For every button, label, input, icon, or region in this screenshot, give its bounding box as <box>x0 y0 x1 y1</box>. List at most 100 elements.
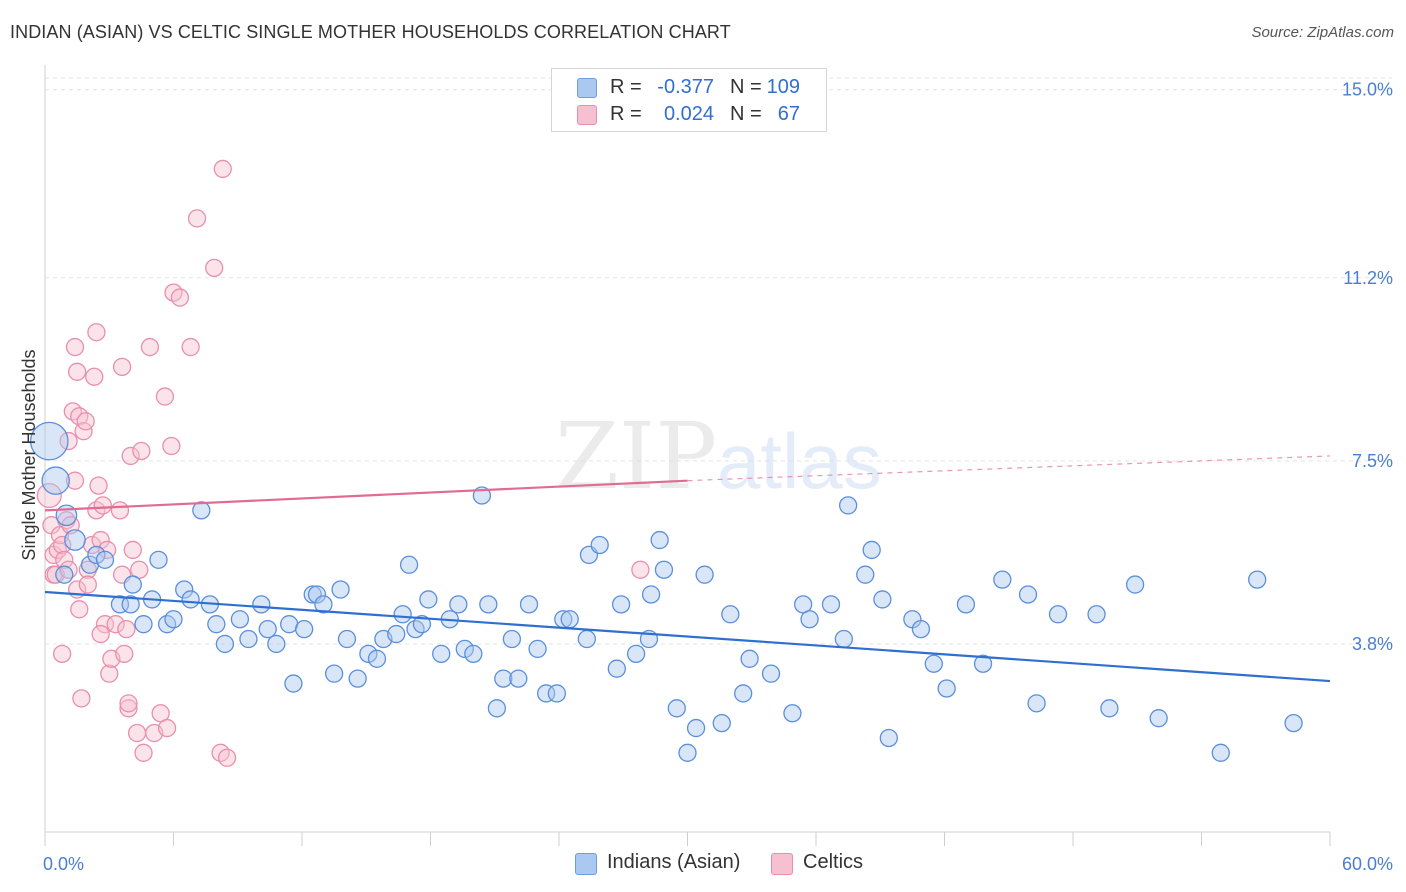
y-tick-label: 11.2% <box>1343 268 1393 288</box>
data-point <box>1018 585 1038 604</box>
data-point <box>127 723 147 743</box>
data-point <box>78 575 97 594</box>
data-point <box>956 595 976 614</box>
series-legend: Indians (Asian) Celtics <box>0 851 1406 877</box>
legend-row-indians: R = -0.377 N = 109 <box>552 74 826 100</box>
legend-label-celtics: Celtics <box>803 851 864 873</box>
data-point <box>65 337 85 357</box>
trend-line-indians <box>44 590 1331 683</box>
data-point <box>487 699 507 718</box>
data-point <box>734 684 753 703</box>
data-point <box>239 629 258 649</box>
data-point <box>64 529 86 551</box>
data-point <box>393 605 412 624</box>
data-point <box>590 535 609 555</box>
data-point <box>155 387 175 406</box>
data-point <box>132 441 151 461</box>
data-point <box>464 644 483 664</box>
data-point <box>1087 605 1106 624</box>
data-point <box>307 585 327 604</box>
data-point <box>577 629 596 649</box>
y-axis-label: Single Mother Households <box>19 349 39 560</box>
data-point <box>911 619 931 639</box>
data-point <box>686 718 706 738</box>
data-point <box>528 639 547 659</box>
data-point <box>192 501 211 520</box>
y-tick-label: 15.0% <box>1342 80 1393 100</box>
data-point <box>70 600 89 619</box>
legend-r-value: -0.377 <box>657 76 714 98</box>
grid-lines <box>45 77 1392 645</box>
y-tick-label: 7.5% <box>1352 451 1393 471</box>
data-point <box>95 550 115 569</box>
legend-r-value: 0.024 <box>663 103 714 125</box>
celtics-points <box>36 159 650 767</box>
watermark-atlas: atlas <box>717 417 882 505</box>
data-point <box>783 704 802 723</box>
data-point <box>721 605 740 624</box>
data-point <box>252 595 271 614</box>
data-point <box>412 615 432 634</box>
data-point <box>399 555 419 574</box>
y-tick-label: 3.8% <box>1352 634 1393 654</box>
chart-title: INDIAN (ASIAN) VS CELTIC SINGLE MOTHER H… <box>10 22 731 42</box>
data-point <box>67 362 87 381</box>
data-point <box>123 540 142 560</box>
data-point <box>879 728 898 748</box>
data-point <box>36 482 62 509</box>
data-point <box>187 209 207 228</box>
data-point <box>85 367 104 386</box>
watermark: ZIP atlas <box>555 403 882 510</box>
data-point <box>294 619 314 639</box>
data-point <box>52 535 72 555</box>
x-tick-label: 60.0% <box>1342 854 1393 874</box>
data-point <box>611 595 631 614</box>
data-point <box>1125 575 1145 594</box>
x-tick-label: 0.0% <box>43 854 84 874</box>
legend-n-value: 109 <box>766 76 800 98</box>
data-point <box>230 610 250 629</box>
data-point <box>213 159 232 179</box>
data-point <box>55 565 74 584</box>
data-point <box>134 615 153 634</box>
legend-n-label: N = <box>730 103 762 125</box>
legend-label-indians: Indians (Asian) <box>607 851 741 873</box>
data-point <box>1048 605 1068 624</box>
data-point <box>1149 709 1168 728</box>
data-point <box>123 575 142 594</box>
data-point <box>494 669 513 688</box>
legend-swatch-indians <box>577 78 597 98</box>
legend-swatch-celtics <box>771 853 793 875</box>
data-point <box>91 624 110 644</box>
data-point <box>547 684 567 703</box>
data-point <box>181 590 200 609</box>
data-point <box>502 629 522 649</box>
y-tick-labels: 3.8% 7.5% 11.2% 15.0% <box>1342 80 1393 654</box>
data-point <box>519 595 539 614</box>
data-point <box>650 530 669 550</box>
data-point <box>115 644 134 664</box>
data-point <box>1027 694 1046 713</box>
data-point <box>215 634 235 654</box>
data-point <box>164 610 183 629</box>
data-point <box>110 595 130 614</box>
data-point <box>862 540 881 560</box>
data-point <box>834 629 853 649</box>
data-point <box>537 684 556 703</box>
x-tick-labels: 0.0% 60.0% <box>43 854 1393 874</box>
data-point <box>1100 699 1119 718</box>
data-point <box>76 412 95 431</box>
data-point <box>479 595 498 614</box>
data-point <box>29 421 69 461</box>
data-point <box>106 615 125 634</box>
data-point <box>140 337 160 357</box>
data-point <box>560 610 579 629</box>
legend-n-label: N = <box>730 76 762 98</box>
trend-lines <box>44 455 1331 683</box>
data-point <box>873 590 892 609</box>
data-point <box>207 615 226 634</box>
data-point <box>712 713 731 733</box>
data-point <box>838 496 858 515</box>
data-point <box>52 644 72 664</box>
data-point <box>175 580 194 599</box>
